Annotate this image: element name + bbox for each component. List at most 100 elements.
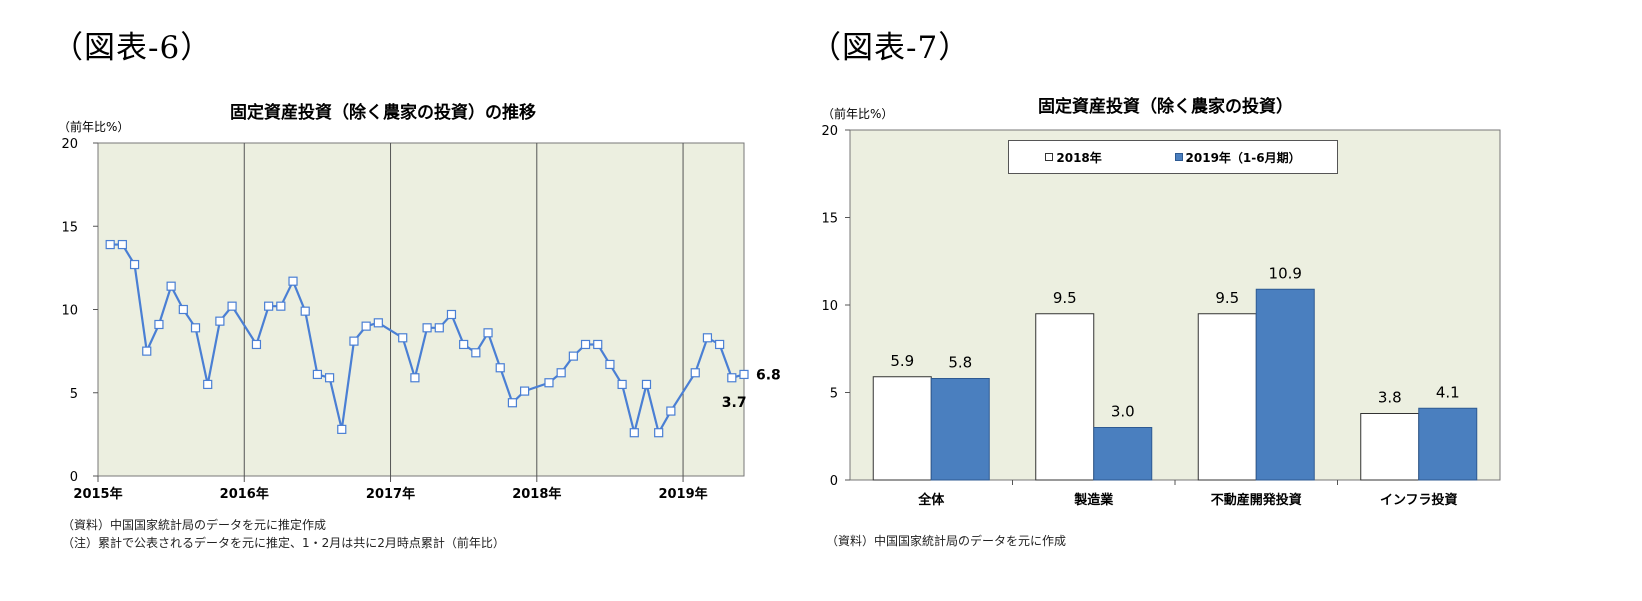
x-category-label: 製造業 bbox=[1073, 492, 1114, 508]
data-point bbox=[117, 239, 127, 250]
x-category-label: インフラ投資 bbox=[1380, 492, 1458, 508]
chart-title: 固定資産投資（除く農家の投資） bbox=[1038, 97, 1293, 117]
data-point bbox=[654, 428, 664, 438]
data-point bbox=[312, 369, 322, 380]
legend-swatch-2018 bbox=[1045, 153, 1054, 161]
data-point bbox=[739, 369, 749, 380]
bar-2019 bbox=[1418, 407, 1478, 481]
bar-2019 bbox=[1255, 288, 1315, 481]
bar-chart: 0 5 10 15 20 5.9 5.8 全体 9.5 3.0 製造業 9.5 10.9 不動産開発投資 3… bbox=[821, 124, 1501, 508]
x-tick-label: 2016年 bbox=[220, 486, 269, 502]
x-category-label: 全体 bbox=[917, 492, 945, 508]
data-point bbox=[617, 379, 627, 390]
data-point bbox=[690, 368, 700, 378]
data-point bbox=[446, 309, 457, 320]
bar-value-label: 9.5 bbox=[1053, 289, 1077, 307]
bar-value-label: 9.5 bbox=[1215, 289, 1239, 307]
data-point bbox=[495, 363, 505, 373]
data-point bbox=[203, 379, 213, 390]
data-point bbox=[715, 339, 725, 350]
data-point bbox=[166, 281, 176, 291]
data-point bbox=[288, 276, 298, 286]
bar-value-label: 3.8 bbox=[1378, 389, 1402, 407]
figure-7-panel: （図表-7） 固定資産投資（除く農家の投資） （前年比%） 0 5 10 15 20 5.… bbox=[810, 0, 1642, 601]
bar-2018 bbox=[1360, 413, 1420, 481]
y-tick-label: 10 bbox=[61, 304, 78, 319]
data-point bbox=[593, 339, 603, 350]
data-point bbox=[227, 301, 237, 311]
data-point bbox=[727, 373, 737, 383]
data-point bbox=[459, 339, 469, 350]
data-point bbox=[190, 323, 201, 333]
legend-item-2019: 2019年（1-6月期） bbox=[1174, 149, 1301, 166]
line-chart: 2015年 2016年 2017年 2018年 2019年 0 5 10 15 20 6.8 3.7 bbox=[61, 137, 781, 502]
x-tick-label: 2019年 bbox=[658, 486, 707, 502]
data-point bbox=[324, 373, 335, 383]
data-point bbox=[251, 339, 262, 350]
legend-label-2019: 2019年（1-6月期） bbox=[1185, 150, 1301, 165]
data-point bbox=[605, 359, 615, 370]
data-point bbox=[568, 351, 578, 361]
data-point bbox=[349, 336, 359, 346]
data-point bbox=[398, 333, 408, 343]
bar-value-label: 5.9 bbox=[890, 352, 914, 370]
bar-2018 bbox=[1197, 313, 1257, 481]
annotation-min-value: 3.7 bbox=[722, 395, 747, 411]
y-tick-label: 0 bbox=[70, 470, 78, 485]
chart-title: 固定資産投資（除く農家の投資）の推移 bbox=[230, 103, 536, 123]
bar-value-label: 3.0 bbox=[1111, 403, 1135, 421]
bar-value-label: 10.9 bbox=[1269, 264, 1302, 282]
y-tick-label: 20 bbox=[61, 137, 78, 152]
bar-value-label: 5.8 bbox=[948, 354, 972, 372]
data-point bbox=[410, 373, 420, 383]
data-point bbox=[276, 301, 286, 311]
figure-label: （図表-6） bbox=[52, 30, 213, 66]
data-point bbox=[434, 323, 444, 333]
data-point bbox=[702, 333, 713, 343]
data-point bbox=[507, 398, 518, 408]
data-point bbox=[300, 306, 310, 316]
bar-2018 bbox=[1035, 313, 1095, 481]
source-note: （資料）中国国家統計局のデータを元に推定作成 bbox=[62, 518, 327, 532]
data-point bbox=[422, 323, 432, 333]
legend-item-2018: 2018年 bbox=[1045, 149, 1102, 166]
data-point bbox=[105, 239, 115, 250]
y-unit-label: （前年比%） bbox=[822, 107, 894, 121]
data-point bbox=[142, 346, 152, 356]
y-tick-label: 15 bbox=[821, 212, 838, 227]
data-point bbox=[178, 304, 188, 315]
y-tick-label: 10 bbox=[821, 299, 838, 314]
data-point bbox=[556, 368, 566, 378]
data-point bbox=[215, 316, 225, 326]
data-point bbox=[544, 378, 554, 388]
bar-2019 bbox=[930, 378, 990, 481]
legend-swatch-2019 bbox=[1174, 153, 1183, 161]
legend: 2018年 2019年（1-6月期） bbox=[1008, 140, 1338, 174]
bar-value-label: 4.1 bbox=[1436, 383, 1460, 401]
data-point bbox=[580, 339, 591, 350]
figure-label: （図表-7） bbox=[810, 30, 971, 66]
annotation-last-value: 6.8 bbox=[756, 367, 781, 383]
data-point bbox=[641, 379, 652, 390]
data-point bbox=[471, 348, 481, 358]
data-point bbox=[264, 301, 274, 311]
footnote: （注）累計で公表されるデータを元に推定、1・2月は共に2月時点累計（前年比） bbox=[62, 536, 505, 550]
y-tick-label: 0 bbox=[830, 474, 838, 489]
data-point bbox=[361, 321, 371, 331]
x-tick-label: 2018年 bbox=[512, 486, 561, 502]
legend-label-2018: 2018年 bbox=[1056, 150, 1102, 165]
y-tick-label: 20 bbox=[821, 124, 838, 139]
y-tick-label: 5 bbox=[70, 387, 78, 402]
bar-2018 bbox=[872, 376, 932, 481]
y-unit-label: （前年比%） bbox=[58, 120, 130, 134]
x-tick-label: 2017年 bbox=[366, 486, 415, 502]
y-tick-label: 5 bbox=[830, 387, 838, 402]
data-point bbox=[337, 424, 347, 434]
plot-area bbox=[97, 142, 745, 477]
x-tick-label: 2015年 bbox=[73, 486, 122, 502]
bar-2019 bbox=[1093, 427, 1153, 481]
data-point bbox=[520, 386, 530, 396]
y-tick-label: 15 bbox=[61, 220, 78, 235]
source-note: （資料）中国国家統計局のデータを元に作成 bbox=[826, 534, 1067, 548]
data-point bbox=[373, 318, 383, 328]
